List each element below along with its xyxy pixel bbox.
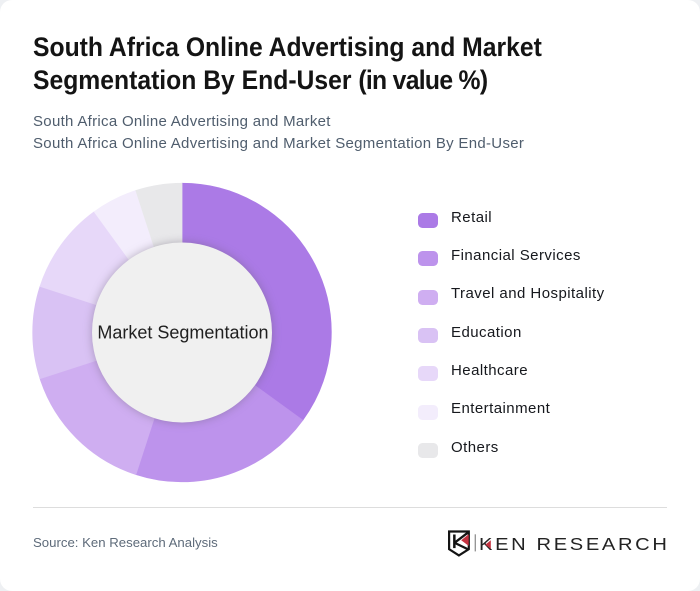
svg-text:Market Segmentation: Market Segmentation: [97, 323, 268, 343]
